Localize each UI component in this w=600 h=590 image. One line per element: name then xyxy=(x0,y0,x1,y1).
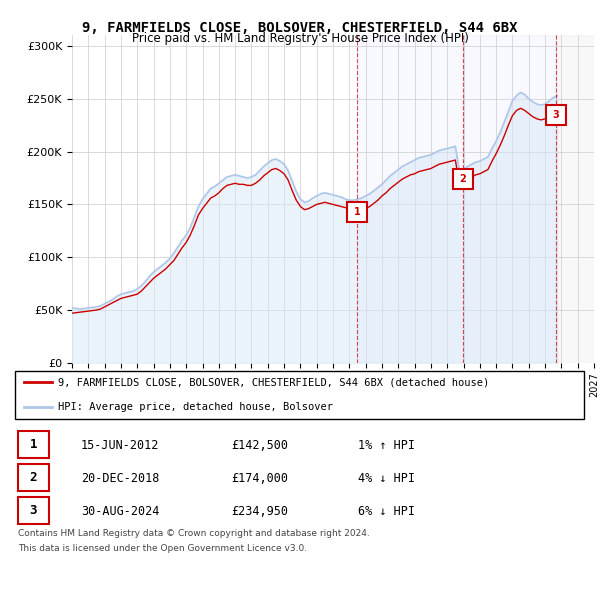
Text: 1: 1 xyxy=(29,438,37,451)
Text: £142,500: £142,500 xyxy=(231,439,288,452)
Text: 9, FARMFIELDS CLOSE, BOLSOVER, CHESTERFIELD, S44 6BX (detached house): 9, FARMFIELDS CLOSE, BOLSOVER, CHESTERFI… xyxy=(58,377,490,387)
Text: £174,000: £174,000 xyxy=(231,472,288,485)
FancyBboxPatch shape xyxy=(18,431,49,458)
FancyBboxPatch shape xyxy=(18,464,49,491)
Text: 4% ↓ HPI: 4% ↓ HPI xyxy=(358,472,415,485)
Bar xyxy=(357,35,463,363)
Text: 30-AUG-2024: 30-AUG-2024 xyxy=(81,505,160,518)
Text: Contains HM Land Registry data © Crown copyright and database right 2024.: Contains HM Land Registry data © Crown c… xyxy=(18,529,370,538)
Text: £234,950: £234,950 xyxy=(231,505,288,518)
Text: 3: 3 xyxy=(553,110,559,120)
Text: 1% ↑ HPI: 1% ↑ HPI xyxy=(358,439,415,452)
Bar xyxy=(463,35,556,363)
Text: 2: 2 xyxy=(29,471,37,484)
Text: 1: 1 xyxy=(353,207,360,217)
FancyBboxPatch shape xyxy=(15,372,584,419)
Text: HPI: Average price, detached house, Bolsover: HPI: Average price, detached house, Bols… xyxy=(58,402,333,412)
Bar xyxy=(556,35,594,363)
Text: 2: 2 xyxy=(460,174,466,184)
Text: Price paid vs. HM Land Registry's House Price Index (HPI): Price paid vs. HM Land Registry's House … xyxy=(131,32,469,45)
Text: 9, FARMFIELDS CLOSE, BOLSOVER, CHESTERFIELD, S44 6BX: 9, FARMFIELDS CLOSE, BOLSOVER, CHESTERFI… xyxy=(82,21,518,35)
Text: 20-DEC-2018: 20-DEC-2018 xyxy=(81,472,160,485)
Text: 15-JUN-2012: 15-JUN-2012 xyxy=(81,439,160,452)
Text: 6% ↓ HPI: 6% ↓ HPI xyxy=(358,505,415,518)
Text: 3: 3 xyxy=(29,504,37,517)
Text: This data is licensed under the Open Government Licence v3.0.: This data is licensed under the Open Gov… xyxy=(18,544,307,553)
FancyBboxPatch shape xyxy=(18,497,49,524)
